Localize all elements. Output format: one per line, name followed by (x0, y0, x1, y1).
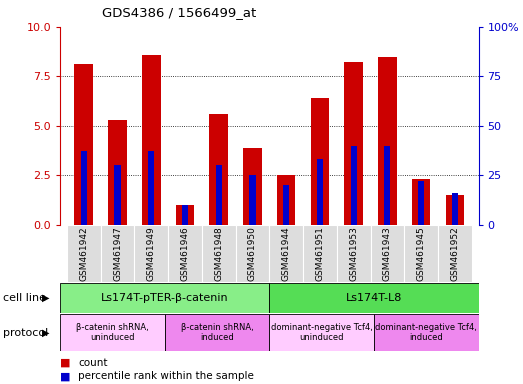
Text: GSM461947: GSM461947 (113, 226, 122, 281)
Bar (60, 314, 165, 351)
Text: GSM461946: GSM461946 (180, 226, 189, 281)
Bar (452, 193, 458, 225)
Bar (311, 98, 329, 225)
Bar (243, 147, 262, 225)
Text: GSM461943: GSM461943 (383, 226, 392, 281)
Bar (277, 175, 295, 225)
Bar (74, 65, 93, 225)
Bar (378, 56, 397, 225)
Bar (209, 114, 228, 225)
Bar (108, 120, 127, 225)
Bar (337, 225, 371, 282)
Text: ▶: ▶ (42, 293, 50, 303)
Bar (374, 314, 479, 351)
Bar (115, 166, 120, 225)
Text: Ls174T-L8: Ls174T-L8 (346, 293, 402, 303)
Bar (100, 225, 134, 282)
Bar (269, 283, 479, 313)
Text: dominant-negative Tcf4,
induced: dominant-negative Tcf4, induced (376, 323, 477, 342)
Text: GSM461953: GSM461953 (349, 226, 358, 281)
Text: GSM461952: GSM461952 (450, 226, 459, 281)
Bar (438, 225, 472, 282)
Text: GSM461950: GSM461950 (248, 226, 257, 281)
Bar (215, 166, 222, 225)
Text: GSM461951: GSM461951 (315, 226, 324, 281)
Bar (446, 195, 464, 225)
Text: GSM461948: GSM461948 (214, 226, 223, 281)
Bar (142, 55, 161, 225)
Text: β-catenin shRNA,
induced: β-catenin shRNA, induced (180, 323, 254, 342)
Bar (269, 225, 303, 282)
Bar (418, 181, 424, 225)
Bar (168, 225, 202, 282)
Bar (202, 225, 235, 282)
Text: dominant-negative Tcf4,
uninduced: dominant-negative Tcf4, uninduced (271, 323, 372, 342)
Bar (235, 225, 269, 282)
Text: Ls174T-pTER-β-catenin: Ls174T-pTER-β-catenin (101, 293, 229, 303)
Bar (165, 314, 269, 351)
Bar (176, 205, 194, 225)
Bar (303, 225, 337, 282)
Bar (283, 185, 289, 225)
Text: GSM461944: GSM461944 (282, 226, 291, 281)
Bar (182, 205, 188, 225)
Text: percentile rank within the sample: percentile rank within the sample (78, 371, 254, 381)
Text: GSM461945: GSM461945 (417, 226, 426, 281)
Text: GDS4386 / 1566499_at: GDS4386 / 1566499_at (102, 6, 256, 19)
Text: GSM461942: GSM461942 (79, 226, 88, 281)
Bar (412, 179, 430, 225)
Bar (384, 146, 391, 225)
Bar (249, 175, 256, 225)
Bar (269, 314, 374, 351)
Text: count: count (78, 358, 108, 368)
Bar (148, 151, 154, 225)
Bar (404, 225, 438, 282)
Text: protocol: protocol (3, 328, 48, 338)
Bar (371, 225, 404, 282)
Bar (67, 225, 100, 282)
Text: β-catenin shRNA,
uninduced: β-catenin shRNA, uninduced (76, 323, 149, 342)
Bar (317, 159, 323, 225)
Bar (60, 283, 269, 313)
Text: ■: ■ (60, 358, 71, 368)
Bar (134, 225, 168, 282)
Bar (350, 146, 357, 225)
Text: ■: ■ (60, 371, 71, 381)
Bar (345, 63, 363, 225)
Bar (81, 151, 87, 225)
Text: GSM461949: GSM461949 (147, 226, 156, 281)
Text: ▶: ▶ (42, 328, 50, 338)
Text: cell line: cell line (3, 293, 46, 303)
